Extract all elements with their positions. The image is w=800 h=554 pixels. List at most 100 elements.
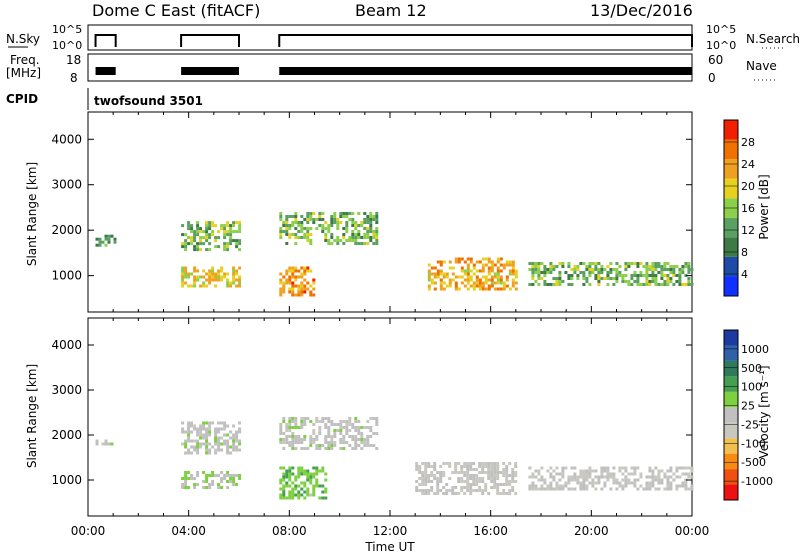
echo-cell (576, 478, 580, 482)
echo-cell (300, 272, 304, 276)
echo-cell (463, 278, 467, 282)
echo-cell (282, 484, 286, 488)
echo-cell (603, 466, 607, 470)
colorbar-swatch (724, 276, 738, 296)
echo-cell (478, 480, 482, 483)
echo-cell (487, 462, 491, 465)
echo-cell (190, 474, 194, 477)
echo-cell (424, 477, 428, 480)
echo-cell (333, 441, 337, 444)
echo-cell (285, 281, 289, 285)
echo-cell (481, 284, 485, 288)
echo-cell (511, 272, 515, 276)
echo-cell (508, 263, 512, 267)
echo-cell (424, 471, 428, 474)
echo-cell (457, 260, 461, 264)
echo-cell (436, 471, 440, 474)
echo-cell (612, 478, 616, 482)
echo-cell (678, 283, 682, 286)
echo-cell (315, 218, 319, 221)
echo-cell (478, 477, 482, 480)
echo-cell (648, 475, 652, 479)
echo-cell (505, 480, 509, 483)
echo-cell (199, 436, 203, 440)
echo-cell (306, 218, 310, 221)
echo-cell (226, 233, 230, 237)
echo-cell (594, 274, 598, 277)
echo-cell (363, 218, 367, 221)
echo-cell (300, 221, 304, 224)
echo-cell (327, 420, 331, 423)
echo-cell (582, 262, 586, 265)
echo-cell (481, 269, 485, 273)
echo-cell (651, 484, 655, 488)
echo-cell (603, 277, 607, 280)
echo-cell (321, 420, 325, 423)
echo-cell (597, 262, 601, 265)
echo-cell (375, 423, 379, 426)
echo-cell (496, 260, 500, 264)
echo-cell (354, 233, 358, 236)
echo-cell (351, 233, 355, 236)
echo-cell (226, 486, 230, 489)
echo-cell (291, 221, 295, 224)
echo-cell (294, 484, 298, 488)
echo-cell (687, 466, 691, 470)
echo-cell (363, 233, 367, 236)
echo-cell (540, 487, 544, 491)
echo-cell (675, 466, 679, 470)
echo-cell (315, 417, 319, 420)
echo-cell (484, 281, 488, 285)
echo-cell (357, 420, 361, 423)
echo-cell (427, 284, 431, 288)
echo-cell (633, 472, 637, 476)
echo-cell (354, 242, 358, 245)
echo-cell (297, 484, 301, 488)
echo-cell (636, 265, 640, 268)
echo-cell (487, 468, 491, 471)
echo-cell (588, 472, 592, 476)
echo-cell (229, 436, 233, 440)
echo-cell (469, 474, 473, 477)
echo-cell (651, 472, 655, 476)
echo-cell (187, 471, 191, 474)
echo-cell (627, 478, 631, 482)
echo-cell (205, 436, 209, 440)
echo-cell (445, 489, 449, 492)
echo-cell (187, 236, 191, 240)
echo-cell (300, 466, 304, 470)
echo-cell (681, 271, 685, 274)
echo-cell (433, 468, 437, 471)
echo-cell (217, 421, 221, 425)
echo-cell (603, 268, 607, 271)
echo-cell (357, 438, 361, 441)
echo-cell (113, 240, 117, 244)
echo-cell (187, 275, 191, 279)
echo-cell (229, 239, 233, 243)
echo-cell (591, 268, 595, 271)
echo-cell (291, 272, 295, 276)
colorbar-tick-label: 4 (741, 268, 748, 281)
echo-cell (511, 477, 515, 480)
echo-cell (238, 477, 242, 480)
echo-cell (184, 430, 188, 434)
echo-cell (300, 487, 304, 491)
echo-cell (609, 268, 613, 271)
echo-cell (448, 489, 452, 492)
echo-cell (229, 224, 233, 228)
freq-tick-bottom: 8 (70, 71, 78, 85)
echo-cell (651, 262, 655, 265)
echo-cell (199, 442, 203, 446)
echo-cell (208, 227, 212, 231)
echo-cell (220, 448, 224, 452)
echo-cell (279, 281, 283, 285)
echo-cell (303, 417, 307, 420)
echo-cell (537, 271, 541, 274)
echo-cell (472, 474, 476, 477)
echo-cell (666, 277, 670, 280)
freq-tick-top: 18 (66, 53, 81, 67)
echo-cell (294, 447, 298, 450)
echo-cell (294, 435, 298, 438)
echo-cell (190, 239, 194, 243)
echo-cell (312, 423, 316, 426)
